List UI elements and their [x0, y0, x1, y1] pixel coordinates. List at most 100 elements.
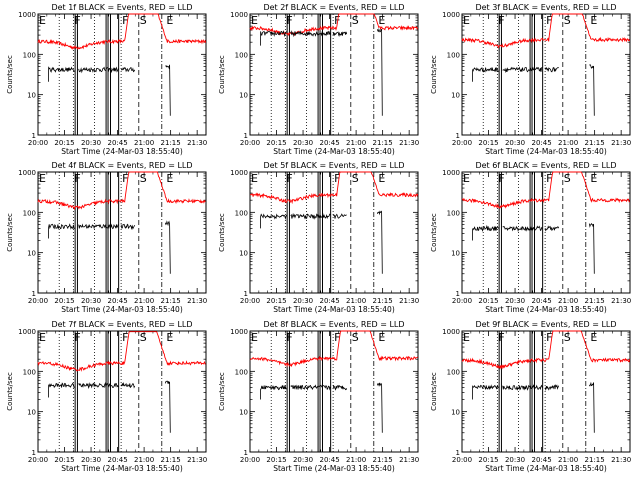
events-series-line — [260, 213, 287, 229]
events-series-line — [472, 66, 499, 82]
y-tick-label: 1 — [32, 132, 36, 140]
panel-title: Det 6f BLACK = Events, RED = LLD — [475, 161, 616, 170]
marker-label: F — [498, 331, 504, 344]
panel-7: Det 7f BLACK = Events, RED = LLD 1 10 100 10… — [6, 320, 207, 473]
y-tick-label: 100 — [447, 368, 460, 376]
x-tick-label: 20:15 — [54, 456, 74, 464]
x-tick-label: 21:30 — [187, 456, 207, 464]
x-tick-label: 20:15 — [54, 297, 74, 305]
marker-label: E — [463, 172, 470, 185]
events-series-line — [472, 384, 499, 400]
panel-9: Det 9f BLACK = Events, RED = LLD 1 10 100 10… — [430, 320, 631, 473]
x-tick-label: 21:15 — [585, 456, 605, 464]
plot-frame — [461, 13, 631, 136]
x-tick-label: 21:30 — [187, 297, 207, 305]
x-tick-label: 20:30 — [293, 139, 313, 147]
y-tick-label: 1000 — [18, 169, 36, 177]
marker-label: F — [546, 331, 552, 344]
x-tick-label: 21:30 — [611, 456, 631, 464]
marker-label: F — [546, 14, 552, 27]
events-series-line — [290, 30, 331, 38]
x-axis-label: Start Time (24-Mar-03 18:55:40) — [61, 464, 183, 473]
marker-label: F — [74, 331, 80, 344]
lld-series-line — [249, 171, 419, 205]
x-tick-label: 21:00 — [346, 297, 366, 305]
events-series-line — [332, 31, 348, 37]
events-series-line — [260, 30, 287, 46]
x-tick-label: 21:00 — [134, 139, 154, 147]
y-tick-label: 100 — [235, 368, 248, 376]
panel-3: Det 3f BLACK = Events, RED = LLD 1 10 100 10… — [430, 3, 631, 156]
marker-label: S — [564, 172, 571, 185]
x-tick-label: 21:15 — [161, 139, 181, 147]
x-axis-label: Start Time (24-Mar-03 18:55:40) — [485, 147, 607, 156]
x-tick-label: 20:45 — [107, 297, 127, 305]
y-tick-label: 1000 — [442, 169, 460, 177]
y-tick-label: 10 — [27, 409, 36, 417]
x-tick-label: 20:45 — [319, 139, 339, 147]
y-tick-label: 10 — [27, 92, 36, 100]
plot-frame — [37, 171, 207, 294]
marker-label: E — [463, 331, 470, 344]
lld-series-line — [461, 13, 631, 49]
marker-label: F — [546, 172, 552, 185]
plot-frame — [249, 330, 419, 453]
events-series-line — [502, 384, 543, 391]
x-tick-label: 20:00 — [28, 139, 48, 147]
y-tick-label: 1 — [456, 290, 460, 298]
x-tick-label: 21:30 — [611, 139, 631, 147]
y-tick-label: 100 — [23, 368, 36, 376]
x-tick-label: 20:15 — [266, 139, 286, 147]
x-tick-label: 21:00 — [134, 297, 154, 305]
events-series-line — [290, 212, 331, 220]
x-tick-label: 20:15 — [478, 297, 498, 305]
marker-label: E — [463, 14, 470, 27]
lld-series-line — [249, 13, 419, 37]
y-tick-label: 1 — [32, 449, 36, 457]
y-tick-label: 100 — [235, 51, 248, 59]
events-series-line — [376, 27, 383, 116]
marker-label: F — [286, 172, 292, 185]
x-tick-label: 20:45 — [319, 456, 339, 464]
x-tick-label: 20:00 — [240, 456, 260, 464]
x-tick-label: 20:00 — [240, 297, 260, 305]
marker-label: E — [590, 172, 597, 185]
marker-label: E — [166, 172, 173, 185]
x-tick-label: 20:00 — [28, 456, 48, 464]
panel-8: Det 8f BLACK = Events, RED = LLD 1 10 100 10… — [218, 320, 419, 473]
x-axis-label: Start Time (24-Mar-03 18:55:40) — [61, 147, 183, 156]
x-axis-label: Start Time (24-Mar-03 18:55:40) — [273, 147, 395, 156]
x-tick-label: 20:45 — [531, 139, 551, 147]
events-series-line — [332, 384, 348, 391]
x-tick-label: 20:45 — [107, 456, 127, 464]
events-series-line — [472, 224, 499, 241]
y-tick-label: 1000 — [442, 328, 460, 336]
x-tick-label: 21:00 — [558, 297, 578, 305]
x-tick-label: 20:45 — [107, 139, 127, 147]
panel-5: Det 5f BLACK = Events, RED = LLD 1 10 100 10… — [218, 161, 419, 314]
events-series-line — [588, 223, 595, 274]
y-tick-label: 1 — [244, 449, 248, 457]
marker-label: S — [140, 172, 147, 185]
events-series-line — [120, 66, 136, 73]
events-series-line — [48, 66, 75, 82]
events-series-line — [376, 210, 383, 274]
marker-label: F — [122, 172, 128, 185]
y-axis-label: Counts/sec — [6, 213, 14, 252]
events-series-line — [120, 381, 136, 389]
x-tick-label: 20:00 — [240, 139, 260, 147]
x-tick-label: 21:30 — [187, 139, 207, 147]
x-tick-label: 20:15 — [266, 297, 286, 305]
x-tick-label: 20:00 — [28, 297, 48, 305]
y-tick-label: 1000 — [18, 328, 36, 336]
events-series-line — [588, 381, 595, 433]
x-tick-label: 20:00 — [452, 139, 472, 147]
lld-series-line — [461, 171, 631, 209]
y-tick-label: 10 — [239, 92, 248, 100]
x-tick-label: 20:00 — [452, 297, 472, 305]
marker-label: E — [39, 331, 46, 344]
x-tick-label: 20:15 — [478, 456, 498, 464]
marker-label: F — [286, 331, 292, 344]
marker-label: F — [122, 14, 128, 27]
y-tick-label: 100 — [447, 51, 460, 59]
